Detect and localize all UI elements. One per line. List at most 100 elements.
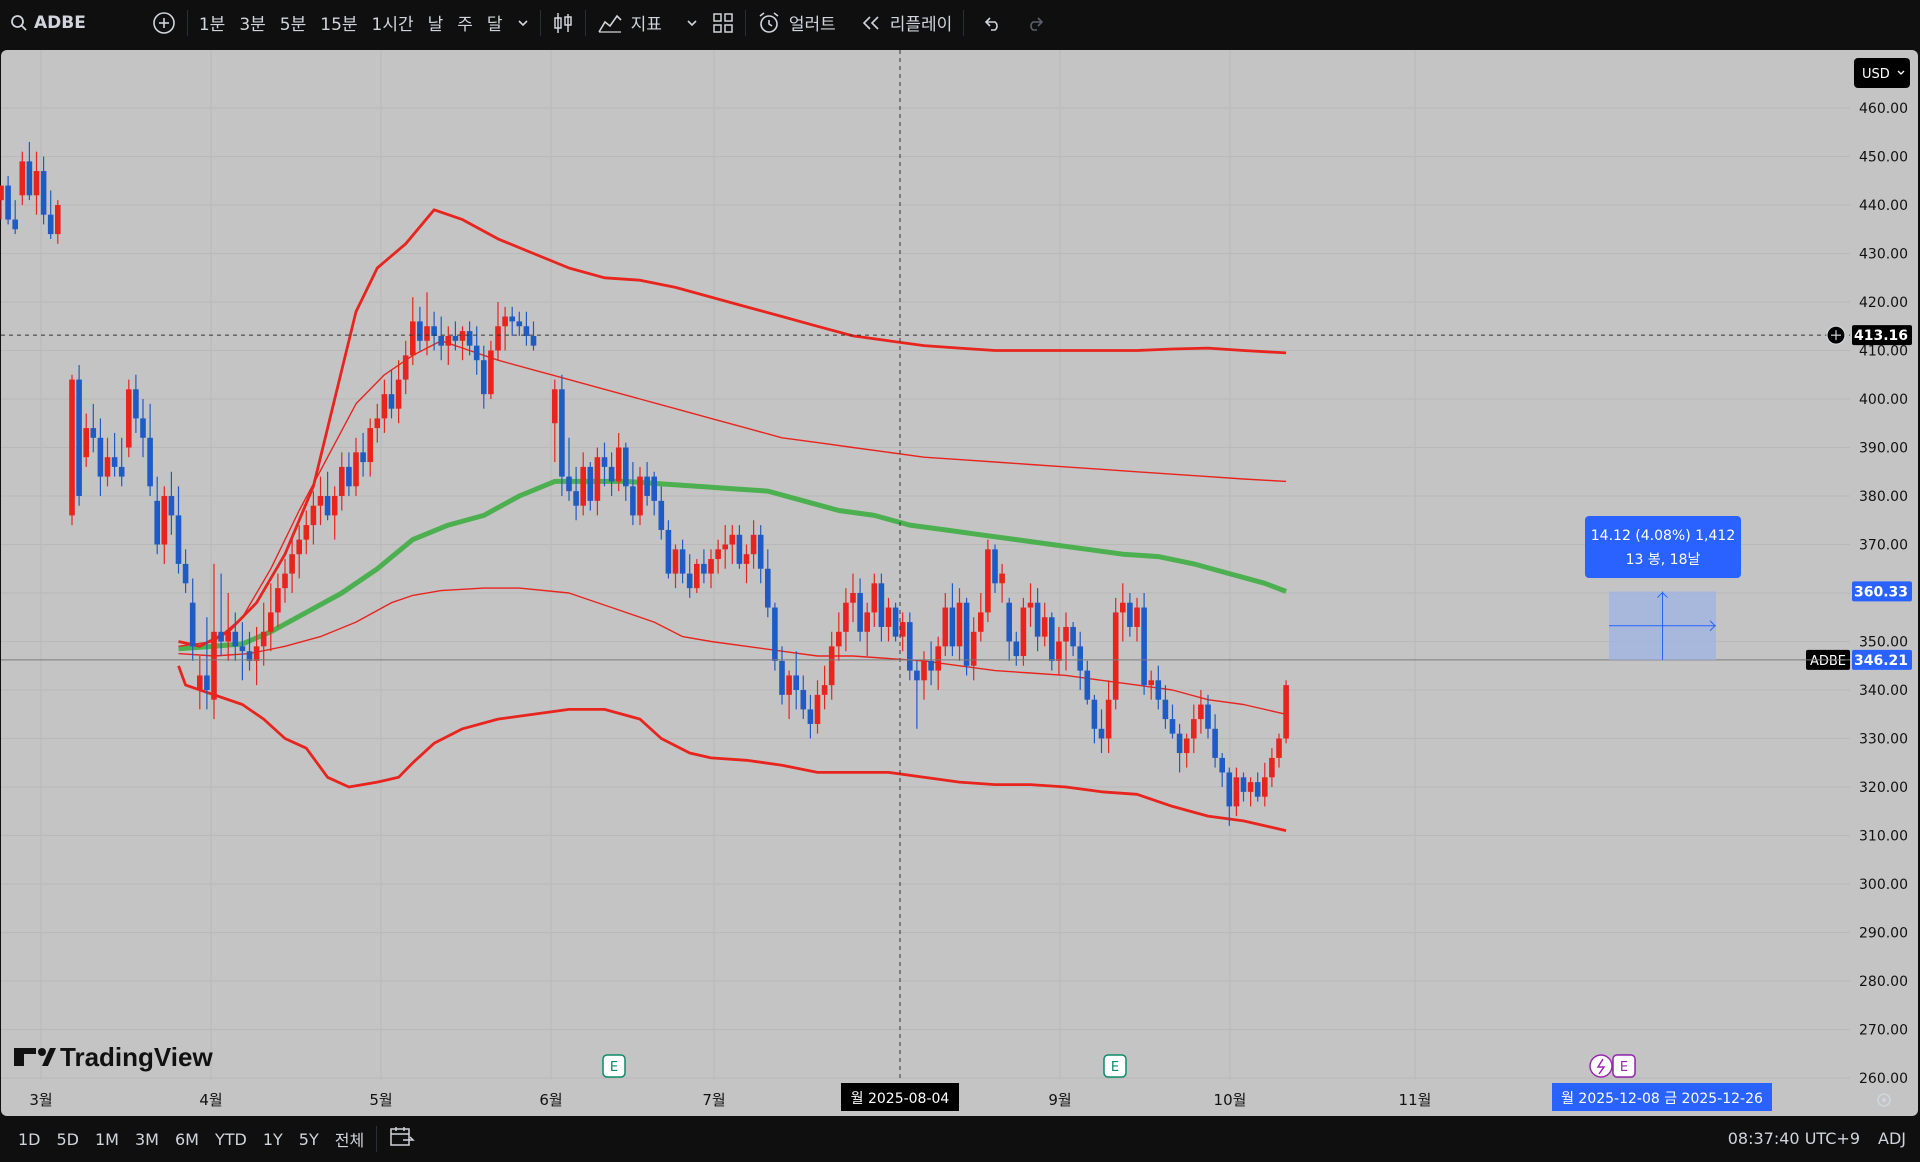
plus-circle-icon [152,11,176,35]
candle-body [665,529,672,574]
candle-body [47,214,54,235]
redo-button[interactable] [1016,0,1056,45]
lightning-icon [1596,1058,1606,1075]
grid-lines [1,50,1850,1080]
adjust-toggle[interactable]: ADJ [1878,1129,1906,1148]
price-tick-label: 380.00 [1859,489,1908,505]
candle-body [587,466,594,501]
interval-5m[interactable]: 5분 [273,0,313,45]
candle-body [686,573,693,589]
settings-gear[interactable] [1877,1093,1891,1107]
range-1y[interactable]: 1Y [262,1129,283,1149]
candle-body [1269,757,1275,778]
candle-body [1120,602,1126,613]
interval-label: 5분 [279,15,307,35]
toolbar-divider [963,9,965,36]
candle-body [708,559,714,574]
time-axis[interactable]: 3월 4월 5월 6월 7월 9월 10월 11월 월 2025-08-04 월 2025-12-… [29,1083,1772,1111]
symbol-search[interactable]: ADBE [0,0,93,45]
candle-body [630,486,636,516]
price-tick-label: 460.00 [1859,101,1908,117]
indicators-button[interactable]: 지표 [590,0,669,45]
candle-body [1127,602,1133,627]
goto-date-button[interactable] [381,1125,423,1153]
last-symbol-tag-text: ADBE [1810,654,1846,669]
interval-label: 1시간 [371,15,414,35]
range-1d[interactable]: 1D [18,1129,41,1149]
indicators-dropdown[interactable] [679,0,705,45]
time-tick-label: 5월 [369,1091,392,1109]
interval-3m[interactable]: 3분 [232,0,272,45]
interval-dropdown[interactable] [510,0,536,45]
toolbar-divider [376,1126,378,1152]
candle-body [402,355,409,380]
candle-body [843,602,849,632]
crosshair-date-text: 월 2025-08-04 [851,1091,950,1107]
compare-symbol-button[interactable] [145,0,183,45]
candle-body [942,607,949,647]
price-tick-label: 420.00 [1859,295,1908,311]
range-all[interactable]: 전체 [334,1131,365,1150]
candle-body [1162,699,1169,720]
interval-week[interactable]: 주 [450,0,480,45]
candle-body [1006,602,1012,642]
candle-body [395,379,402,409]
undo-button[interactable] [968,0,1016,45]
candle-body [1063,626,1069,642]
interval-1m[interactable]: 1분 [192,0,232,45]
moving-average-line [178,478,1287,652]
candle-body [757,534,764,569]
interval-day[interactable]: 날 [421,0,451,45]
candle-body [672,549,679,574]
candle-body [83,428,89,458]
candle-body [438,335,444,346]
candle-body [694,563,700,589]
candle-body [935,646,941,671]
range-1m[interactable]: 1M [95,1129,119,1149]
candle-body [658,500,665,530]
alert-button[interactable]: 얼러트 [750,0,843,45]
candle-body [140,418,146,438]
interval-15m[interactable]: 15분 [313,0,364,45]
candle-body [225,631,231,642]
price-tick-label: 270.00 [1859,1023,1908,1039]
range-5d[interactable]: 5D [56,1129,80,1149]
candle-body [459,331,466,341]
candle-body [111,457,118,467]
currency-button[interactable]: USD [1854,58,1910,88]
candle-body [1233,777,1240,807]
candle-body [168,496,175,516]
toolbar-divider [186,9,188,36]
chevron-down-icon [1897,70,1905,75]
candle-body [26,161,33,196]
interval-month[interactable]: 달 [480,0,510,45]
range-5y[interactable]: 5Y [298,1129,319,1149]
candle-body [1226,772,1233,807]
range-ytd[interactable]: YTD [214,1129,247,1149]
chevron-down-icon [686,17,698,29]
price-tick-label: 280.00 [1859,974,1908,990]
range-3m[interactable]: 3M [134,1129,159,1149]
candle-body [1247,782,1254,792]
candle-body [502,316,508,327]
candle-body [864,612,870,632]
candle-body [1041,617,1048,637]
layouts-button[interactable] [705,0,741,45]
interval-1h[interactable]: 1시간 [365,0,421,45]
replay-button[interactable]: 리플레이 [853,0,960,45]
toolbar-divider [744,9,746,36]
candle-body [239,646,246,652]
clock-timezone[interactable]: 08:37:40 UTC+9 [1727,1129,1860,1148]
price-tick-label: 320.00 [1859,780,1908,796]
range-6m[interactable]: 6M [174,1129,199,1149]
price-tick-label: 310.00 [1859,829,1908,845]
candle-body [921,660,927,681]
chart-type-button[interactable] [545,0,581,45]
ma-price-tag-text: 360.33 [1854,584,1908,600]
indicators-label: 지표 [630,15,662,35]
candle-body [410,321,416,356]
band-line [178,340,1287,647]
chart-area[interactable]: 460.00 450.00 440.00 430.00 420.00 410.00 400.… [0,50,1920,1116]
chart-canvas[interactable]: 460.00 450.00 440.00 430.00 420.00 410.00 400.… [0,50,1920,1116]
